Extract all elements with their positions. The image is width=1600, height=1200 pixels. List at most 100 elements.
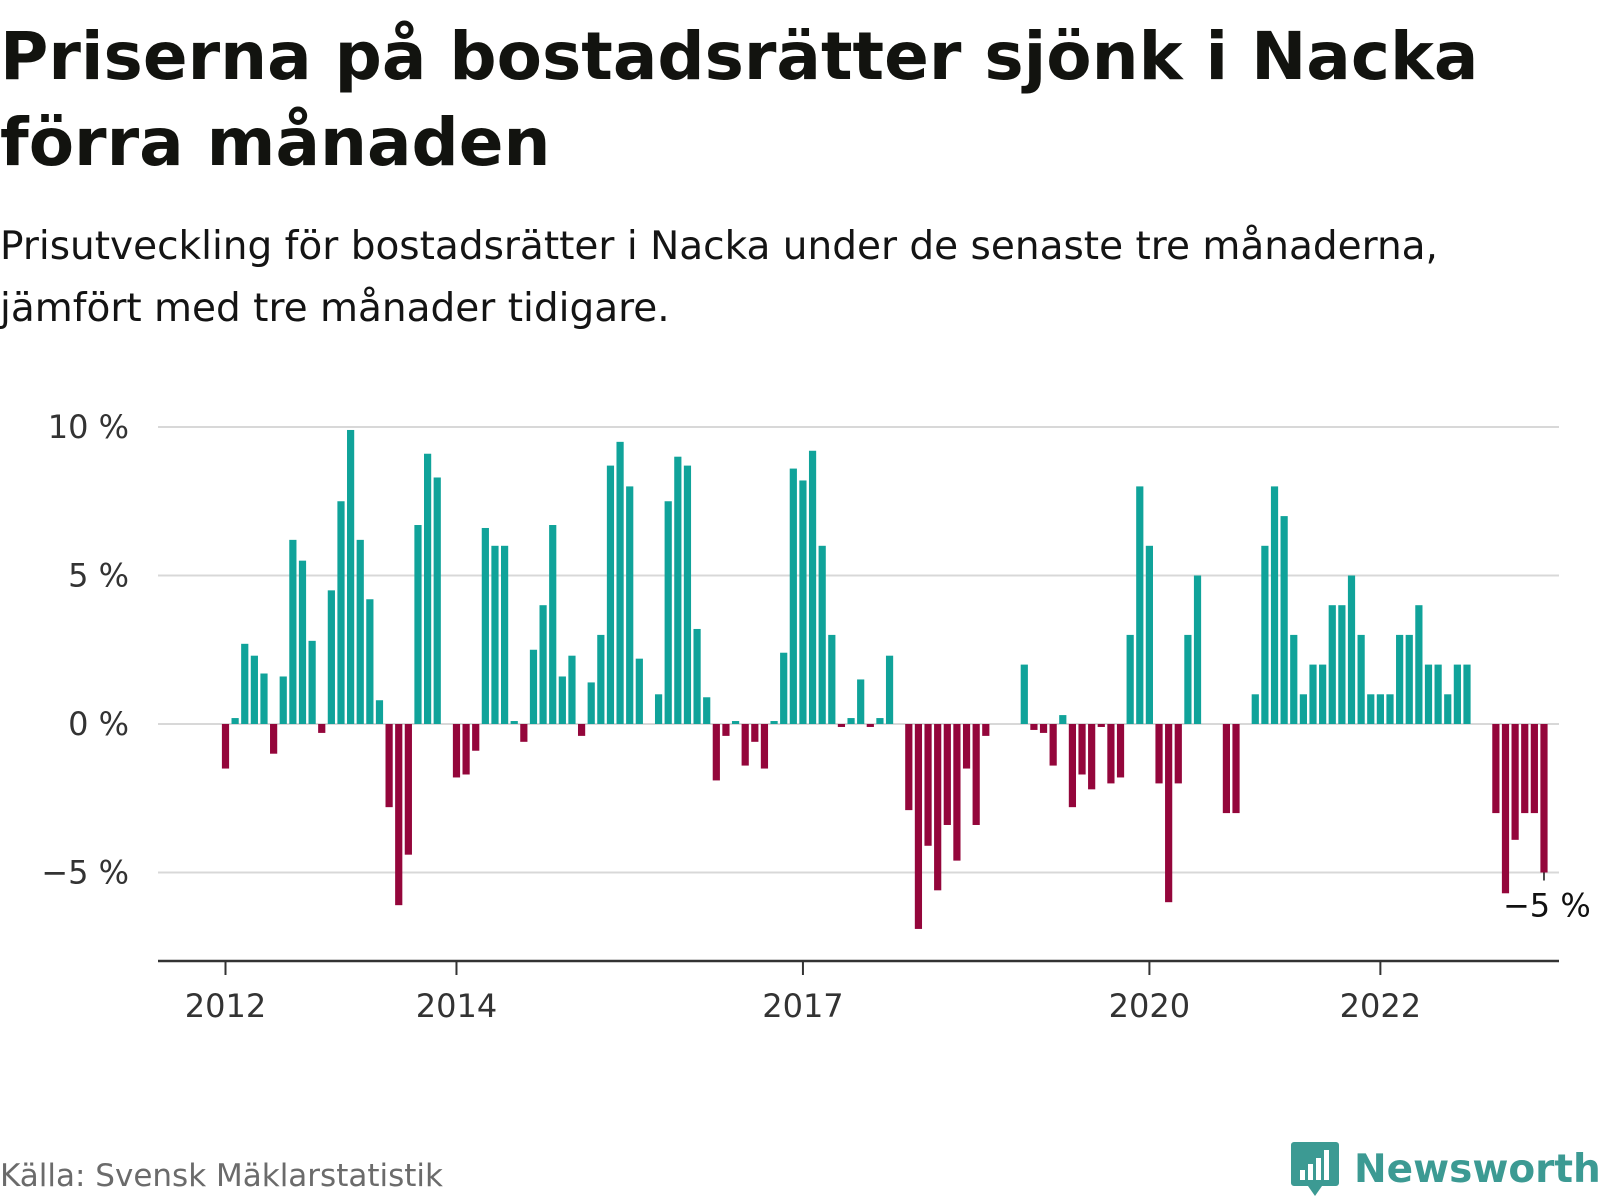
bar xyxy=(491,545,499,724)
bar xyxy=(1097,724,1105,727)
bar xyxy=(539,605,547,724)
bar xyxy=(462,724,470,775)
bar xyxy=(1020,664,1028,724)
bar xyxy=(1222,724,1230,814)
bar xyxy=(1059,715,1067,724)
bar xyxy=(577,724,586,736)
bar xyxy=(866,724,874,727)
bar xyxy=(1405,634,1413,724)
x-tick-label: 2014 xyxy=(416,987,497,1025)
brand-logo: Newsworthy xyxy=(1290,1138,1600,1200)
bar xyxy=(481,527,489,724)
bar-chart: 2012 2014 2017 2020 2022 10 % 5 % 0 % −5 % −5 % xyxy=(41,408,1591,1025)
bar xyxy=(270,724,278,754)
bar xyxy=(452,724,461,778)
x-tick-label: 2022 xyxy=(1340,987,1421,1025)
bar xyxy=(1174,724,1182,784)
bar xyxy=(558,676,566,724)
bar xyxy=(1521,724,1529,814)
bar xyxy=(1492,724,1500,814)
bar xyxy=(953,724,961,861)
bar xyxy=(837,724,846,727)
bar xyxy=(221,724,230,769)
bar xyxy=(1338,605,1346,724)
x-tick-label: 2017 xyxy=(762,987,843,1025)
bar xyxy=(731,721,740,724)
bar xyxy=(1270,486,1279,724)
bar xyxy=(1068,724,1077,808)
last-value-label: −5 % xyxy=(1503,887,1591,925)
bar xyxy=(1396,634,1404,724)
bar xyxy=(1309,664,1317,724)
bar xyxy=(260,673,268,724)
bar xyxy=(1136,486,1144,724)
bar xyxy=(1328,605,1336,724)
bar xyxy=(501,545,509,724)
bar xyxy=(683,465,692,724)
bar xyxy=(1088,724,1096,790)
bar xyxy=(924,724,932,846)
bar xyxy=(1107,724,1115,784)
bar xyxy=(366,599,374,724)
x-tick-label: 2012 xyxy=(185,987,266,1025)
bar xyxy=(1039,724,1048,733)
bars xyxy=(221,429,1548,929)
bar xyxy=(1280,516,1288,724)
bar xyxy=(356,539,364,724)
bar xyxy=(712,724,720,781)
bar xyxy=(587,682,595,724)
bar xyxy=(703,697,711,724)
bar xyxy=(241,643,249,724)
bar xyxy=(1155,724,1163,784)
bar xyxy=(1501,724,1510,894)
bar xyxy=(1444,694,1452,724)
bar xyxy=(1116,724,1125,778)
bar xyxy=(616,441,624,724)
bar xyxy=(472,724,480,751)
bar xyxy=(972,724,980,825)
bar xyxy=(934,724,942,891)
bar xyxy=(250,655,258,724)
bar xyxy=(510,721,518,724)
bar xyxy=(1078,724,1086,775)
bar xyxy=(1434,664,1442,724)
source-credit: Källa: Svensk Mäklarstatistik xyxy=(0,1158,443,1194)
bar xyxy=(654,694,663,724)
bar xyxy=(1376,694,1384,724)
bar xyxy=(337,501,345,724)
bar xyxy=(635,658,643,724)
bar xyxy=(674,456,682,724)
bar xyxy=(549,525,557,724)
bar xyxy=(741,724,749,766)
bar xyxy=(914,724,923,929)
y-tick-label: −5 % xyxy=(41,854,129,892)
speech-bubble-bar-chart-icon xyxy=(1291,1142,1339,1196)
x-tick-label: 2020 xyxy=(1109,987,1190,1025)
bar xyxy=(1453,664,1461,724)
bar xyxy=(664,501,672,724)
bar xyxy=(876,718,884,724)
bar xyxy=(424,453,432,724)
bar xyxy=(905,724,913,811)
bar xyxy=(626,486,634,724)
bar xyxy=(433,477,441,724)
bar xyxy=(1251,694,1259,724)
bar xyxy=(606,465,615,724)
y-axis-ticks: 10 % 5 % 0 % −5 % xyxy=(41,408,129,892)
bar xyxy=(404,724,412,855)
bar xyxy=(1232,724,1240,814)
bar xyxy=(1145,545,1153,724)
chart-subtitle: Prisutveckling för bostadsrätter i Nacka… xyxy=(0,224,1438,331)
bar xyxy=(1424,664,1433,724)
y-tick-label: 0 % xyxy=(68,705,129,743)
bar xyxy=(1299,694,1307,724)
bar xyxy=(789,468,797,724)
bar xyxy=(520,724,528,742)
bar xyxy=(818,545,826,724)
bar xyxy=(751,724,759,742)
bar xyxy=(529,649,538,724)
bar xyxy=(1319,664,1327,724)
bar xyxy=(943,724,951,825)
bar xyxy=(597,634,605,724)
bar xyxy=(857,679,865,724)
